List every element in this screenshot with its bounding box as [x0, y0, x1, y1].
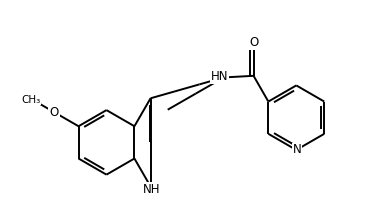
Text: O: O — [49, 106, 59, 118]
Text: CH₃: CH₃ — [21, 95, 41, 105]
Text: N: N — [293, 143, 301, 157]
Text: O: O — [249, 36, 258, 49]
Text: HN: HN — [211, 70, 228, 83]
Text: NH: NH — [143, 183, 161, 196]
